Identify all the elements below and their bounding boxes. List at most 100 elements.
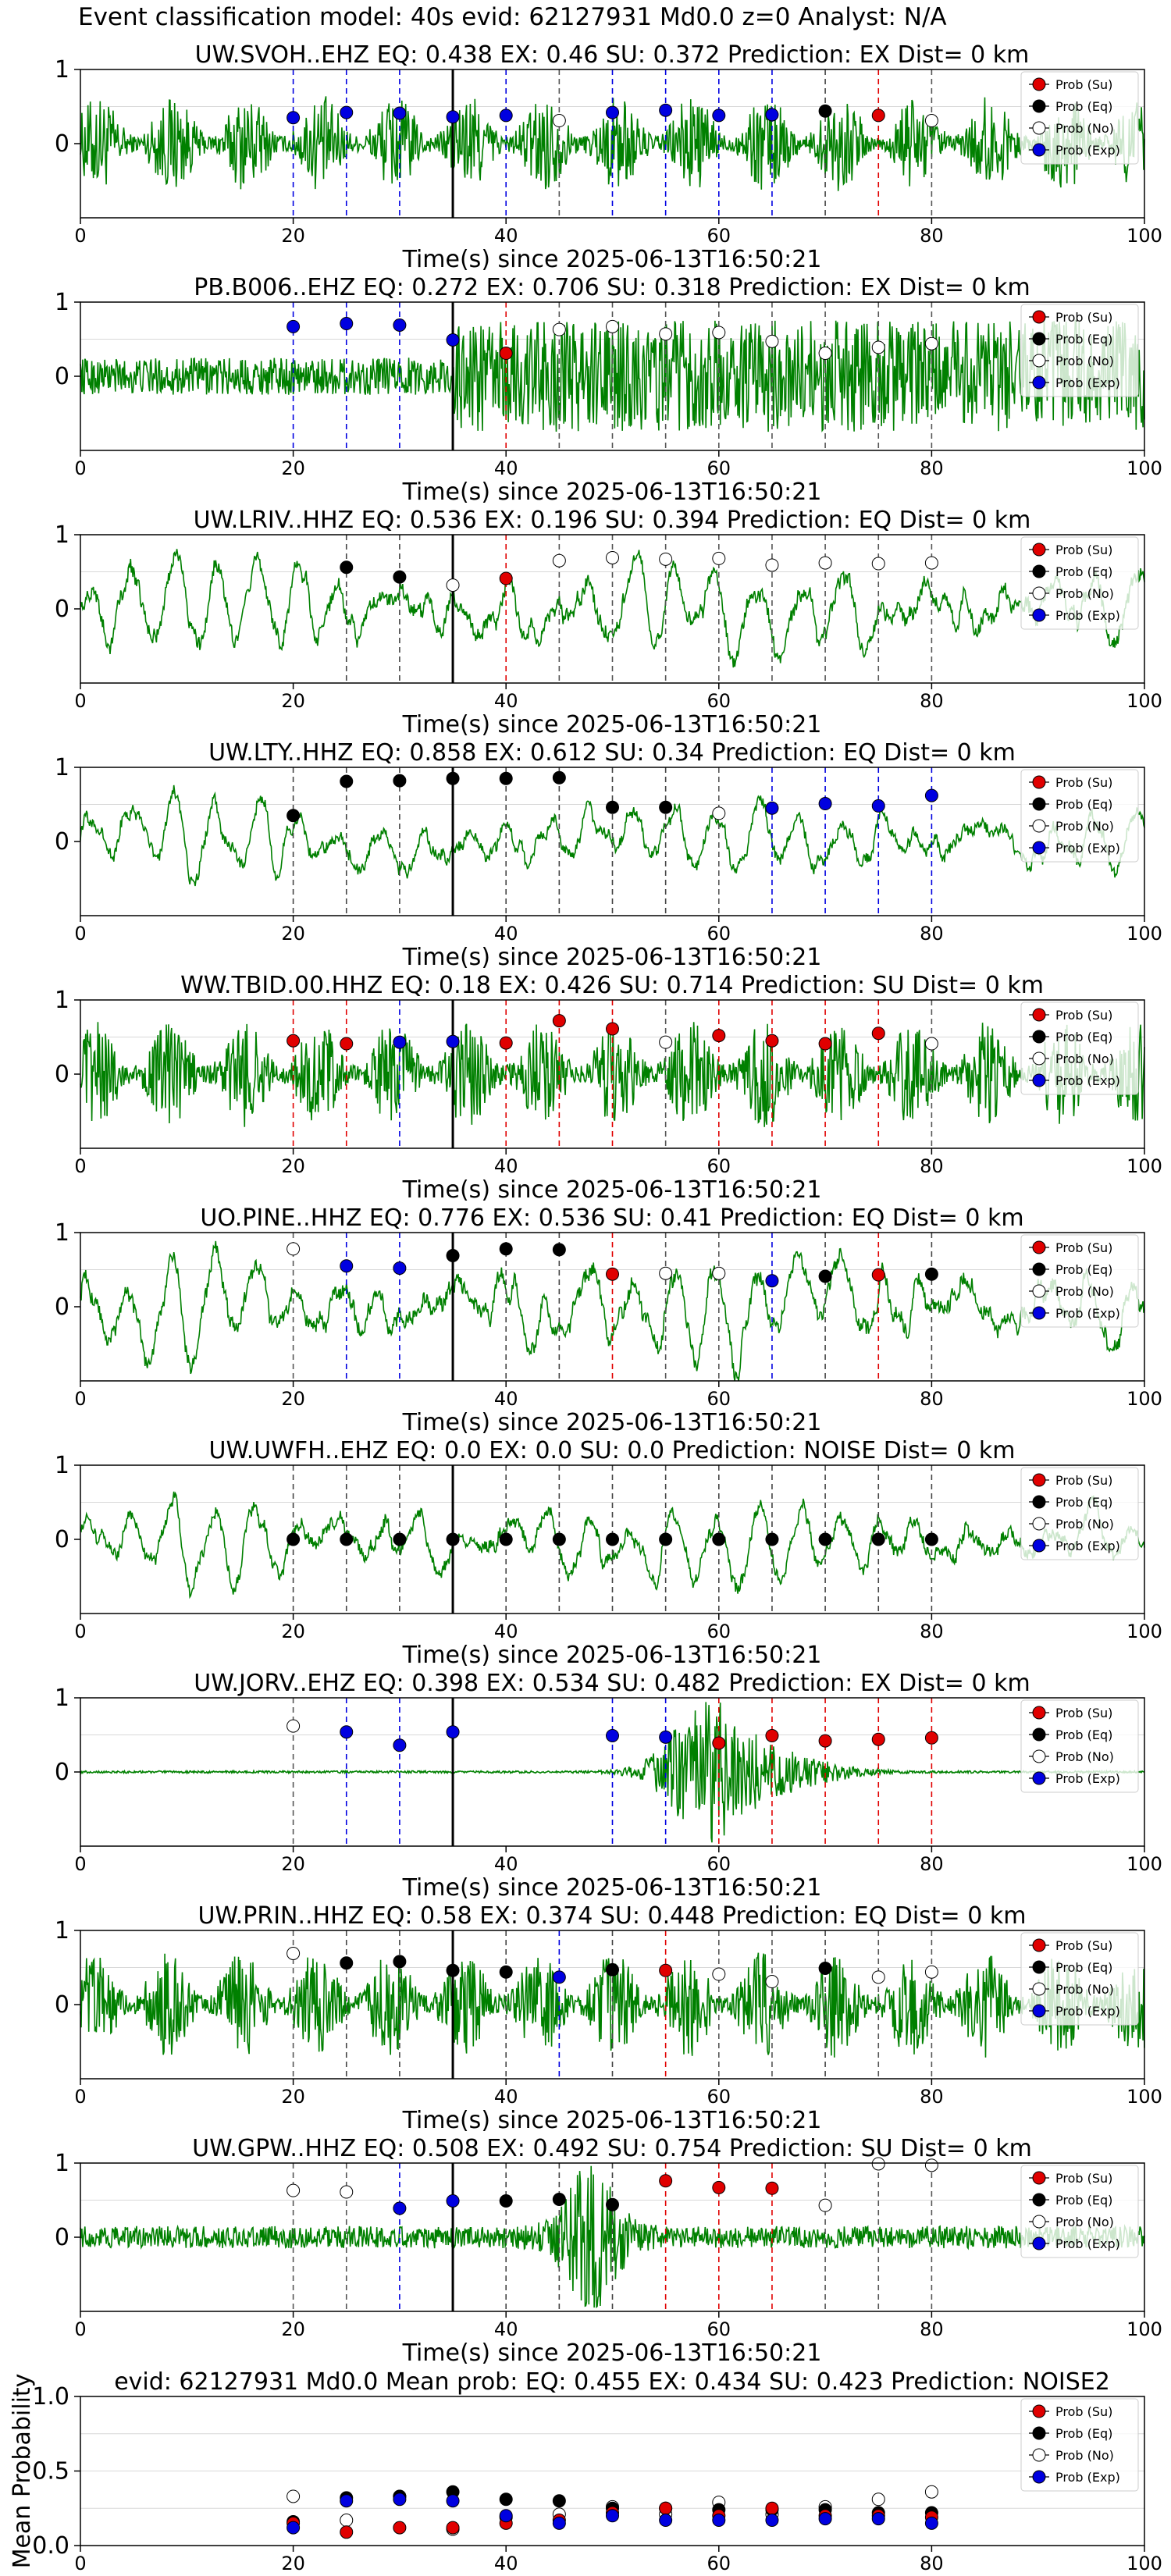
panel-title: UW.UWFH..EHZ EQ: 0.0 EX: 0.0 SU: 0.0 Pre…	[209, 1437, 1016, 1464]
probability-point	[287, 111, 301, 125]
probability-point	[446, 1725, 460, 1739]
mean-probability-point	[659, 2514, 673, 2528]
legend-marker	[1032, 819, 1046, 833]
legend-label: Prob (Su)	[1055, 1706, 1112, 1720]
x-tick-label: 20	[281, 457, 305, 479]
mean-probability-point	[712, 2514, 726, 2528]
x-tick-label: 60	[707, 2086, 731, 2108]
probability-point	[393, 1261, 407, 1276]
probability-point	[606, 800, 619, 814]
x-tick-label: 20	[281, 2318, 305, 2340]
probability-point	[606, 1022, 619, 1036]
legend-marker	[1032, 354, 1046, 368]
probability-point	[499, 2194, 513, 2208]
legend-label: Prob (Eq)	[1055, 1262, 1112, 1277]
legend-marker	[1032, 564, 1046, 578]
figure-suptitle: Event classification model: 40s evid: 62…	[78, 3, 947, 31]
probability-point	[499, 571, 513, 585]
x-tick-label: 40	[494, 1388, 518, 1410]
mean-probability-point	[606, 2509, 619, 2523]
probability-point	[818, 1961, 832, 1975]
probability-point	[659, 2174, 673, 2188]
probability-point	[818, 797, 832, 811]
x-tick-label: 60	[707, 1155, 731, 1177]
x-tick-label: 0	[74, 2086, 86, 2108]
x-axis-label: Time(s) since 2025-06-13T16:50:21	[402, 479, 822, 506]
probability-point	[871, 1268, 885, 1282]
legend-label: Prob (Su)	[1055, 310, 1112, 325]
x-tick-label: 60	[707, 2553, 731, 2574]
probability-point	[659, 1730, 673, 1744]
probability-point	[287, 1034, 301, 1048]
legend-box	[1020, 71, 1139, 165]
y-tick-label: 0	[55, 363, 69, 390]
probability-point	[552, 322, 566, 336]
x-tick-label: 40	[494, 225, 518, 247]
legend-marker	[1032, 375, 1046, 390]
x-tick-label: 80	[920, 225, 944, 247]
probability-point	[659, 800, 673, 814]
panel-title: UW.LRIV..HHZ EQ: 0.536 EX: 0.196 SU: 0.3…	[194, 507, 1031, 534]
legend-label: Prob (Eq)	[1055, 332, 1112, 347]
probability-point	[340, 1725, 354, 1739]
probability-point	[712, 1736, 726, 1750]
x-axis-label: Time(s) since 2025-06-13T16:50:21	[402, 944, 822, 971]
x-tick-label: 100	[1127, 1621, 1162, 1642]
probability-point	[552, 770, 566, 785]
probability-point	[393, 2201, 407, 2215]
legend-label: Prob (Eq)	[1055, 1727, 1112, 1742]
x-tick-label: 20	[281, 1388, 305, 1410]
legend-marker	[1032, 1539, 1046, 1553]
probability-point	[606, 550, 619, 564]
legend-label: Prob (Su)	[1055, 1240, 1112, 1255]
probability-point	[924, 1965, 938, 1979]
x-axis-label: Time(s) since 2025-06-13T16:50:21	[402, 1642, 822, 1669]
legend-marker	[1032, 1306, 1046, 1320]
mean-probability-point	[340, 2494, 354, 2508]
x-tick-label: 80	[920, 1621, 944, 1642]
probability-point	[499, 1036, 513, 1050]
x-tick-label: 40	[494, 457, 518, 479]
legend-label: Prob (No)	[1055, 2215, 1114, 2229]
x-axis-label: Time(s) since 2025-06-13T16:50:21	[402, 1409, 822, 1436]
probability-point	[446, 1034, 460, 1048]
legend-label: Prob (Eq)	[1055, 564, 1112, 579]
probability-point	[393, 1532, 407, 1546]
legend-label: Prob (Exp)	[1055, 608, 1120, 623]
seismogram-trace	[80, 1952, 1145, 2058]
x-tick-label: 0	[74, 1155, 86, 1177]
legend-marker	[1032, 1982, 1046, 1996]
probability-point	[871, 109, 885, 123]
legend-label: Prob (Eq)	[1055, 1495, 1112, 1510]
probability-point	[499, 347, 513, 361]
legend-marker	[1032, 1517, 1046, 1531]
x-tick-label: 0	[74, 690, 86, 712]
legend-box	[1020, 769, 1139, 863]
x-tick-label: 60	[707, 457, 731, 479]
probability-point	[924, 336, 938, 350]
legend-marker	[1032, 2171, 1046, 2185]
probability-point	[924, 1037, 938, 1051]
x-tick-label: 100	[1127, 2553, 1162, 2574]
x-tick-label: 20	[281, 1853, 305, 1875]
y-tick-label: 1	[55, 987, 69, 1014]
probability-point	[712, 1029, 726, 1043]
legend-label: Prob (Eq)	[1055, 1030, 1112, 1044]
probability-point	[393, 106, 407, 120]
legend-label: Prob (No)	[1055, 819, 1114, 834]
x-tick-label: 40	[494, 2086, 518, 2108]
probability-point	[712, 806, 726, 820]
probability-point	[712, 326, 726, 340]
x-tick-label: 0	[74, 1621, 86, 1642]
x-axis-label: Time(s) since 2025-06-13T16:50:21	[402, 1176, 822, 1204]
legend-marker	[1032, 1495, 1046, 1509]
probability-point	[818, 556, 832, 570]
probability-point	[818, 1734, 832, 1748]
legend-label: Prob (No)	[1055, 1517, 1114, 1532]
legend-marker	[1032, 143, 1046, 157]
mean-probability-point	[340, 2514, 354, 2528]
legend-label: Prob (Eq)	[1055, 2193, 1112, 2208]
seismogram-trace	[80, 785, 1145, 887]
probability-point	[393, 318, 407, 332]
